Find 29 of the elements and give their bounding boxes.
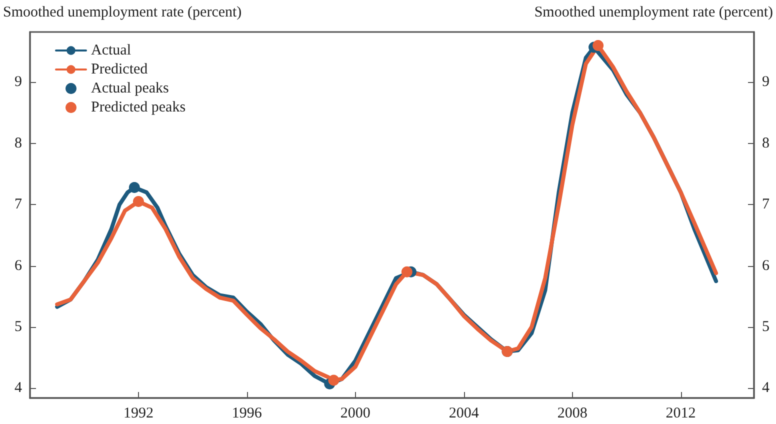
y2-tick-label: 7	[762, 196, 770, 213]
y-tick-label: 4	[14, 380, 22, 396]
y-axis-title: Smoothed unemployment rate (percent)	[3, 4, 242, 20]
point	[328, 374, 340, 386]
y2-tick-label: 4	[762, 380, 770, 396]
point	[401, 266, 412, 278]
x-tick-label: 2000	[340, 406, 370, 422]
y2-tick-label: 6	[762, 258, 770, 274]
x-tick-label: 2008	[557, 406, 588, 422]
y-tick-label: 7	[14, 196, 22, 213]
legend-label: Predicted peaks	[91, 100, 186, 116]
x-tick-label: 1992	[123, 406, 154, 422]
legend-label: Predicted	[91, 62, 148, 78]
y2-tick-label: 9	[762, 74, 770, 90]
legend-label: Actual peaks	[91, 80, 170, 96]
y2-axis-title: Smoothed unemployment rate (percent)	[534, 4, 773, 20]
x-tick-label: 1996	[232, 406, 262, 422]
legend-label: Actual	[91, 42, 131, 58]
y-tick-label: 9	[14, 74, 22, 90]
y-tick-label: 6	[14, 258, 22, 274]
point	[128, 182, 140, 193]
y-tick-label: 5	[14, 319, 22, 336]
y-tick-label: 8	[14, 135, 22, 152]
point	[592, 40, 604, 51]
point	[132, 196, 144, 208]
y2-tick-label: 8	[762, 135, 770, 152]
x-tick-label: 2012	[666, 406, 696, 422]
y2-tick-label: 5	[762, 319, 770, 336]
x-tick-label: 2004	[448, 406, 480, 422]
